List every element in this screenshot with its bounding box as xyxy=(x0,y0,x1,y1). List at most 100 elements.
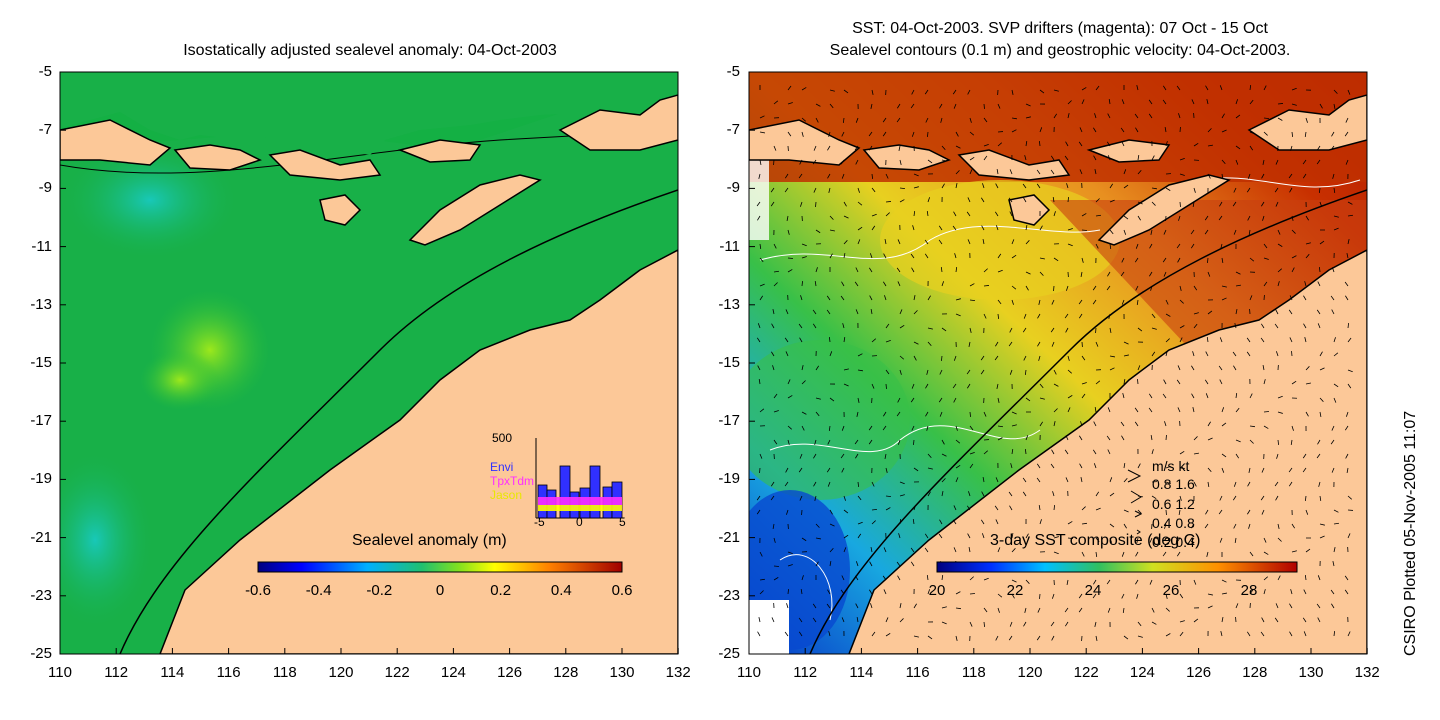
velocity-vector xyxy=(773,270,780,273)
velocity-vector xyxy=(1191,393,1195,399)
y-axis-tick-label: -23 xyxy=(30,586,52,604)
velocity-vector xyxy=(1067,355,1070,361)
velocity-vector xyxy=(1009,505,1013,511)
velocity-vector xyxy=(1036,183,1041,189)
velocity-vector xyxy=(1053,89,1059,92)
velocity-vector xyxy=(913,210,916,217)
velocity-vector xyxy=(1221,467,1225,473)
velocity-vector xyxy=(1305,509,1309,515)
velocity-vector xyxy=(1080,271,1083,277)
velocity-vector xyxy=(885,507,891,511)
y-axis-tick-label: -17 xyxy=(30,412,52,430)
velocity-vector xyxy=(927,467,933,470)
velocity-vector xyxy=(759,159,762,165)
velocity-vector xyxy=(1291,380,1297,385)
velocity-vector xyxy=(1121,299,1125,305)
velocity-vector xyxy=(953,211,957,217)
velocity-vector xyxy=(982,183,985,189)
velocity-vector xyxy=(1025,397,1031,402)
velocity-vector xyxy=(1109,367,1115,371)
velocity-vector xyxy=(1067,521,1073,525)
velocity-vector xyxy=(1332,561,1335,567)
y-axis-tick-label: -19 xyxy=(718,470,740,488)
velocity-vector xyxy=(913,505,916,511)
velocity-vector xyxy=(1219,379,1223,385)
velocity-vector xyxy=(857,397,860,403)
velocity-vector xyxy=(1179,325,1185,329)
velocity-vector xyxy=(952,225,957,231)
velocity-vector xyxy=(843,215,849,219)
velocity-vector xyxy=(1151,313,1156,319)
velocity-vector xyxy=(1291,267,1295,273)
velocity-vector xyxy=(1277,575,1281,581)
velocity-vector xyxy=(1094,169,1097,175)
velocity-vector xyxy=(1162,257,1167,263)
velocity-vector xyxy=(983,155,988,161)
velocity-vector xyxy=(1136,537,1139,543)
velocity-vector xyxy=(1137,169,1142,175)
velocity-vector xyxy=(1023,355,1027,361)
velocity-vector xyxy=(1219,85,1223,91)
velocity-vector xyxy=(829,509,833,515)
velocity-vector xyxy=(1095,507,1101,511)
velocity-vector xyxy=(912,225,915,231)
velocity-vector xyxy=(1249,99,1254,105)
velocity-vector xyxy=(1025,533,1029,539)
velocity-vector xyxy=(1179,299,1184,304)
velocity-vector xyxy=(1207,144,1213,147)
velocity-vector xyxy=(801,575,804,581)
velocity-vector xyxy=(981,491,985,497)
velocity-vector xyxy=(1277,395,1283,399)
velocity-vector xyxy=(1135,285,1139,291)
velocity-vector xyxy=(983,621,985,628)
velocity-vector xyxy=(1036,635,1041,641)
velocity-vector xyxy=(969,131,975,136)
velocity-vector xyxy=(980,197,985,203)
velocity-vector xyxy=(1221,159,1226,165)
velocity-vector xyxy=(1331,309,1335,315)
velocity-vector xyxy=(1051,449,1055,455)
velocity-vector xyxy=(1235,284,1241,287)
velocity-vector xyxy=(1053,211,1056,217)
velocity-vector xyxy=(913,355,917,361)
velocity-vector xyxy=(868,131,873,137)
velocity-vector xyxy=(1302,617,1307,623)
velocity-vector xyxy=(1106,435,1111,441)
velocity-vector xyxy=(871,213,877,217)
velocity-vector xyxy=(1053,113,1058,119)
velocity-vector xyxy=(995,519,999,525)
velocity-vector xyxy=(869,253,873,259)
velocity-vector xyxy=(1120,127,1125,133)
velocity-vector xyxy=(1123,477,1128,483)
velocity-vector xyxy=(1163,271,1167,277)
velocity-vector xyxy=(1193,187,1196,193)
velocity-vector xyxy=(759,551,763,557)
velocity-vector xyxy=(855,603,859,609)
velocity-vector xyxy=(941,606,947,609)
velocity-vector xyxy=(1011,239,1015,245)
velocity-vector xyxy=(1037,341,1041,347)
velocity-vector xyxy=(1081,229,1088,231)
velocity-vector xyxy=(1218,365,1223,371)
velocity-vector xyxy=(1164,127,1167,133)
sst-colorbar-label: 22 xyxy=(1006,582,1024,599)
velocity-vector xyxy=(1333,630,1336,637)
velocity-vector xyxy=(1038,299,1041,305)
velocity-vector xyxy=(1235,114,1241,119)
velocity-vector xyxy=(1165,313,1171,317)
velocity-vector xyxy=(871,631,876,637)
vector-legend-header: m/s kt xyxy=(1152,458,1190,474)
velocity-vector xyxy=(1039,225,1043,231)
velocity-vector xyxy=(840,295,845,301)
velocity-vector xyxy=(910,561,915,567)
velocity-vector xyxy=(955,464,961,469)
velocity-vector xyxy=(1179,158,1185,161)
velocity-vector xyxy=(757,215,761,221)
sealevel-anomaly-map xyxy=(60,72,678,654)
velocity-vector xyxy=(1192,407,1195,413)
velocity-vector xyxy=(786,215,789,221)
velocity-vector xyxy=(1165,187,1171,191)
velocity-vector xyxy=(1221,257,1224,263)
velocity-vector xyxy=(1235,407,1240,413)
velocity-vector xyxy=(1207,437,1213,441)
